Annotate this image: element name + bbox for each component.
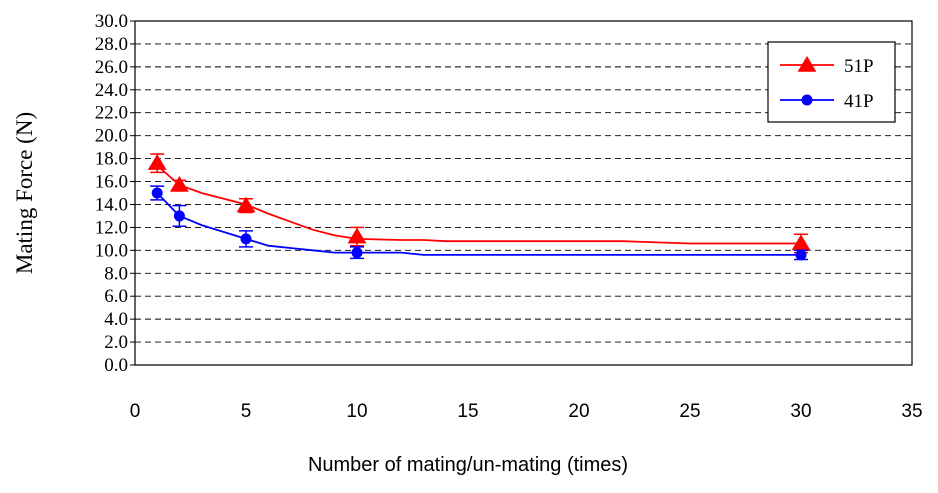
x-tick-label: 30 (790, 401, 811, 422)
y-tick-label: 4.0 (104, 309, 128, 330)
data-point-circle (240, 233, 252, 245)
y-tick-label: 22.0 (95, 103, 128, 124)
data-point-circle (795, 249, 807, 261)
data-point-triangle (236, 196, 256, 213)
legend-marker-triangle (797, 56, 817, 72)
x-tick-label: 15 (457, 401, 478, 422)
data-point-circle (173, 210, 185, 222)
series-line (156, 164, 801, 245)
y-tick-label: 26.0 (95, 57, 128, 78)
y-tick-label: 16.0 (95, 172, 128, 193)
data-point-triangle (147, 154, 167, 170)
x-tick-label: 25 (679, 401, 700, 422)
y-tick-label: 28.0 (95, 34, 128, 55)
x-tick-label: 0 (130, 401, 141, 422)
series-51P (147, 153, 811, 254)
data-point-triangle (791, 234, 811, 251)
y-tick-label: 30.0 (95, 11, 128, 32)
x-tick-label: 10 (346, 401, 367, 422)
y-tick-label: 0.0 (104, 355, 128, 376)
y-tick-label: 20.0 (95, 126, 128, 147)
legend-marker-circle (801, 94, 813, 106)
y-tick-label: 18.0 (95, 149, 128, 170)
data-point-triangle (169, 175, 189, 192)
y-axis-ticks: 0.02.04.06.08.010.012.014.016.018.020.02… (95, 11, 135, 376)
series-41P (150, 185, 808, 261)
y-axis-label: Mating Force (N) (12, 112, 37, 274)
y-tick-label: 6.0 (104, 286, 128, 307)
x-tick-label: 20 (568, 401, 589, 422)
legend-label: 51P (844, 56, 874, 77)
y-tick-label: 8.0 (104, 263, 128, 284)
y-tick-label: 12.0 (95, 217, 128, 238)
x-tick-label: 35 (901, 401, 922, 422)
y-tick-label: 2.0 (104, 332, 128, 353)
x-axis-label: Number of mating/un-mating (times) (308, 454, 628, 476)
x-axis-ticks: 0 5 10 15 20 25 30 35 (130, 401, 923, 422)
series-line (156, 192, 801, 256)
data-point-circle (151, 187, 163, 199)
y-tick-label: 10.0 (95, 240, 128, 261)
legend: 51P 41P (767, 41, 896, 123)
x-tick-label: 5 (241, 401, 252, 422)
legend-label: 41P (844, 91, 874, 112)
data-point-triangle (347, 227, 367, 244)
y-tick-label: 14.0 (95, 194, 128, 215)
legend-box (767, 41, 896, 123)
series-group (147, 153, 811, 261)
plot-area (134, 20, 913, 366)
y-tick-label: 24.0 (95, 80, 128, 101)
data-point-circle (351, 247, 363, 259)
